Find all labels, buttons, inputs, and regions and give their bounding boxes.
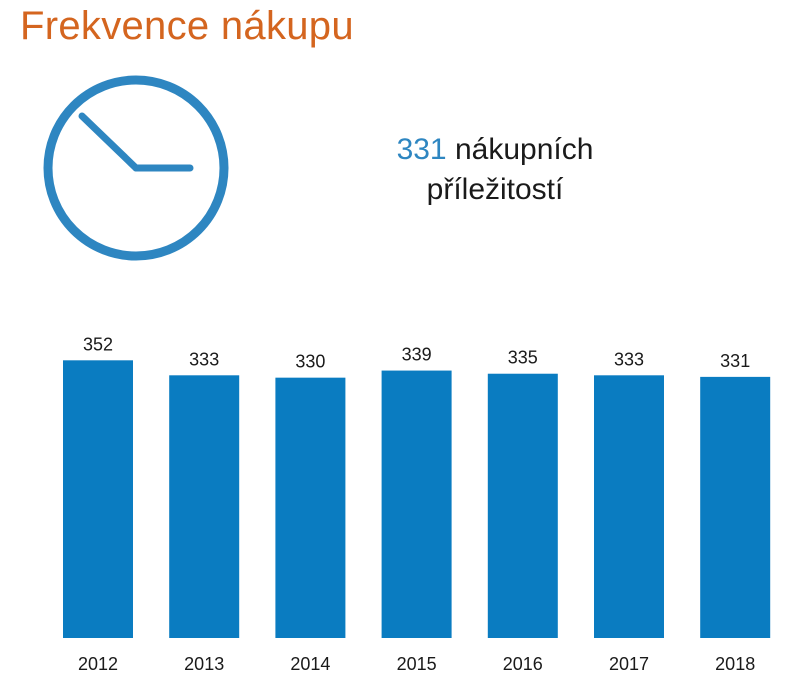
x-tick-2012: 2012 [78, 654, 118, 674]
headline-text-line1: nákupních [454, 133, 594, 166]
bar-2017 [594, 375, 664, 638]
data-label-2017: 333 [614, 349, 644, 369]
x-tick-2015: 2015 [397, 654, 437, 674]
data-label-2015: 339 [402, 345, 432, 365]
data-label-2012: 352 [83, 334, 113, 354]
bar-2014 [275, 377, 346, 638]
x-tick-2014: 2014 [290, 654, 330, 674]
data-label-2016: 335 [508, 348, 538, 368]
bar-2016 [487, 373, 558, 638]
page-title: Frekvence nákupu [20, 4, 354, 48]
clock-icon [43, 75, 229, 261]
bar-2018 [700, 376, 771, 638]
bar-2012 [63, 360, 133, 638]
x-tick-2016: 2016 [503, 654, 543, 674]
headline-value: 331 [396, 133, 447, 166]
bar-chart: 352 2012 333 2013 330 2014 339 2015 335 2016 333 20… [63, 334, 771, 674]
headline: 331 nákupních příležitostí [330, 130, 660, 210]
x-tick-2013: 2013 [184, 654, 224, 674]
headline-text-line2: příležitostí [426, 173, 564, 206]
data-label-2018: 331 [720, 351, 750, 371]
data-label-2014: 330 [295, 352, 325, 372]
data-label-2013: 333 [189, 349, 219, 369]
bar-2013 [169, 375, 240, 638]
x-tick-2017: 2017 [609, 654, 649, 674]
bar-2015 [381, 370, 452, 638]
x-tick-2018: 2018 [715, 654, 755, 674]
